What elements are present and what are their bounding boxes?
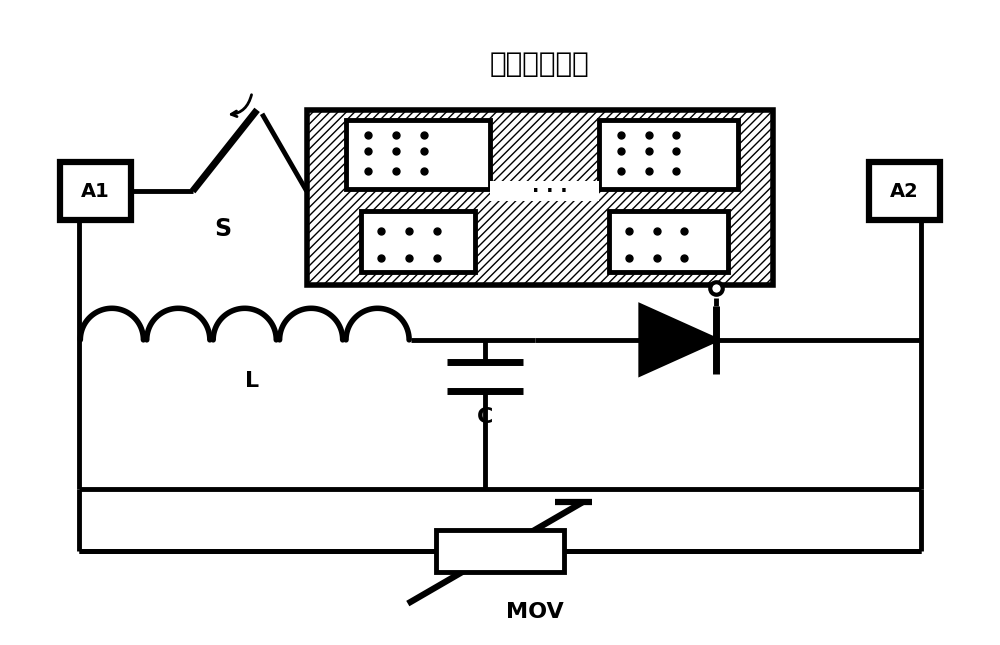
Bar [60, 163, 131, 220]
Text: A1: A1 [81, 182, 110, 201]
Text: 晶闸管: 晶闸管 [689, 253, 724, 272]
Bar [307, 110, 773, 285]
Text: L: L [245, 372, 259, 392]
Bar [307, 110, 773, 285]
Bar [609, 211, 728, 272]
Text: S: S [214, 217, 231, 241]
Text: 液态金属单元: 液态金属单元 [490, 50, 590, 78]
Text: C: C [477, 407, 493, 427]
Bar [490, 181, 599, 201]
Text: · · ·: · · · [532, 182, 567, 201]
Text: MOV: MOV [506, 602, 564, 622]
Bar [869, 163, 940, 220]
Bar [361, 211, 475, 272]
Bar [346, 120, 490, 189]
Polygon shape [641, 306, 716, 373]
Text: A2: A2 [890, 182, 919, 201]
Bar [436, 530, 564, 572]
Bar [599, 120, 738, 189]
